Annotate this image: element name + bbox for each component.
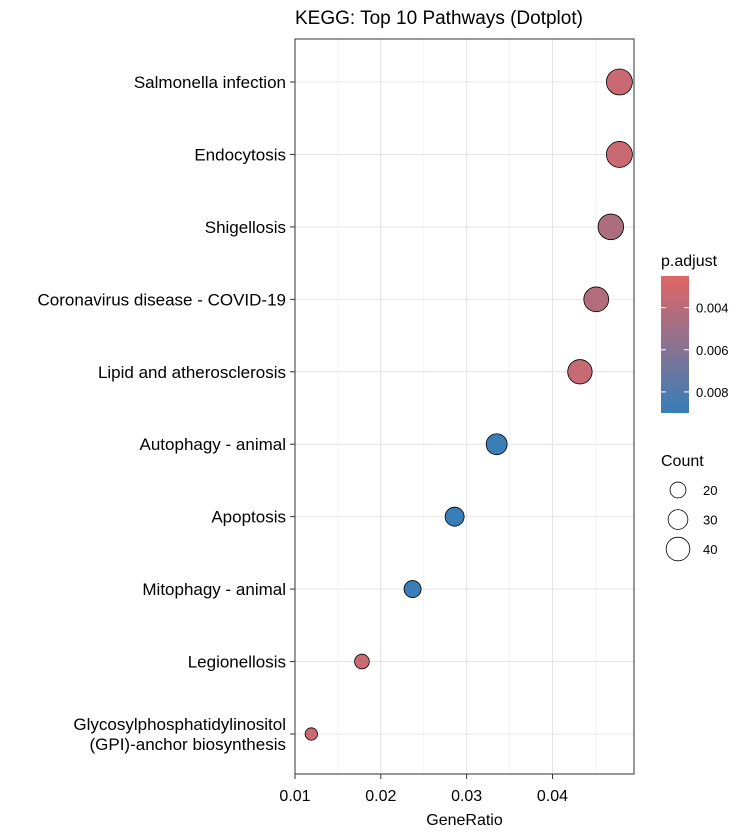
count-legend-label: 30	[703, 513, 717, 528]
colorbar-tick-label: 0.006	[696, 343, 729, 358]
count-legend-title: Count	[661, 453, 704, 470]
x-tick-label: 0.03	[451, 788, 482, 805]
p-adjust-legend: p.adjust 0.004 0.006 0.008	[661, 253, 729, 413]
colorbar-tick-label: 0.004	[696, 301, 729, 316]
plot-panel-border	[294, 38, 635, 775]
x-tick-label: 0.04	[537, 788, 568, 805]
p-adjust-colorbar	[661, 276, 689, 413]
data-points	[304, 68, 633, 741]
y-tick-label: Coronavirus disease - COVID-19	[38, 290, 286, 309]
p-adjust-legend-title: p.adjust	[661, 253, 718, 270]
data-point	[304, 727, 318, 741]
y-tick-label: Legionellosis	[188, 653, 286, 672]
p-adjust-colorbar-ticks: 0.004 0.006 0.008	[661, 301, 729, 400]
data-point	[354, 653, 370, 670]
count-legend-label: 20	[703, 483, 717, 498]
y-tick-label: Endocytosis	[194, 145, 286, 164]
data-point	[403, 580, 422, 599]
y-tick-label: Apoptosis	[211, 508, 286, 527]
colorbar-tick-label: 0.008	[696, 385, 729, 400]
x-axis-title: GeneRatio	[426, 812, 503, 829]
count-legend: Count 20 30 40	[661, 453, 717, 562]
y-tick-label: Lipid and atherosclerosis	[98, 363, 286, 382]
data-point	[485, 433, 508, 456]
count-legend-key	[665, 536, 691, 562]
y-axis-labels: Salmonella infection Endocytosis Shigellos…	[38, 73, 286, 754]
y-tick-label: Shigellosis	[205, 218, 286, 237]
data-point	[606, 141, 633, 168]
y-tick-label: Salmonella infection	[134, 73, 286, 92]
count-legend-keys: 20 30 40	[665, 481, 717, 562]
y-tick-label: Mitophagy - animal	[142, 580, 286, 599]
count-legend-key	[669, 481, 687, 499]
data-point	[583, 286, 610, 313]
grid-lines	[294, 39, 634, 774]
x-tick-label: 0.02	[365, 788, 396, 805]
data-point	[567, 359, 593, 385]
data-point	[606, 68, 633, 96]
data-point	[597, 213, 625, 241]
y-tick-label: Autophagy - animal	[140, 435, 286, 454]
x-tick-label: 0.01	[279, 788, 310, 805]
chart-title: KEGG: Top 10 Pathways (Dotplot)	[295, 8, 583, 29]
y-tick-label: Glycosylphosphatidylinositol (GPI)-anchor…	[73, 715, 286, 754]
count-legend-label: 40	[703, 542, 717, 557]
x-axis: 0.01 0.02 0.03 0.04	[279, 774, 568, 805]
data-point	[444, 506, 465, 527]
count-legend-key	[667, 509, 689, 530]
y-axis-ticks	[290, 81, 295, 735]
